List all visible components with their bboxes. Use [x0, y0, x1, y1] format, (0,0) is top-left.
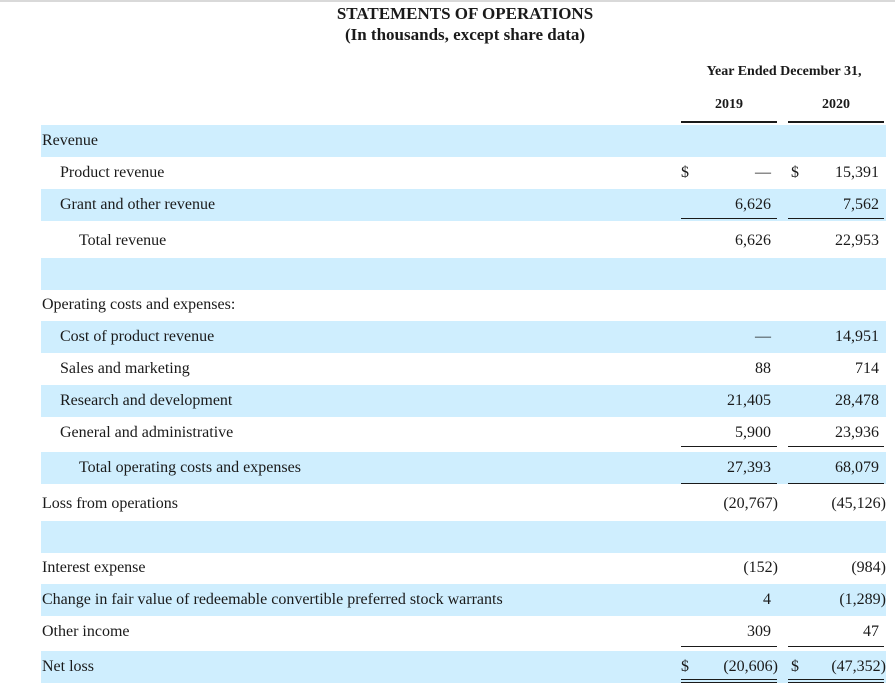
row-grant-revenue: Grant and other revenue 6,626 7,562	[41, 189, 886, 221]
value-2019: —	[755, 164, 771, 181]
subtotal-rule-2020	[788, 218, 884, 219]
row-total-operating: Total operating costs and expenses 27,39…	[41, 452, 886, 484]
value-2020: 714	[855, 360, 879, 377]
value-2019: (152)	[743, 559, 778, 576]
value-2020: 68,079	[835, 459, 879, 476]
column-rule-2019	[681, 121, 777, 123]
value-2019: 4	[763, 591, 771, 608]
row-spacer	[41, 521, 886, 553]
value-2019: 27,393	[727, 459, 771, 476]
value-2019: 6,626	[735, 232, 771, 249]
currency-symbol-2020: $	[791, 164, 799, 181]
row-loss-from-operations: Loss from operations (20,767) (45,126)	[41, 488, 886, 520]
value-2020: 22,953	[835, 232, 879, 249]
value-2020: 28,478	[835, 392, 879, 409]
row-general-administrative: General and administrative 5,900 23,936	[41, 417, 886, 449]
row-label: Cost of product revenue	[60, 328, 215, 345]
row-product-revenue: Product revenue $ — $ 15,391	[41, 157, 886, 189]
row-label: Change in fair value of redeemable conve…	[42, 591, 503, 608]
value-2019: 6,626	[735, 196, 771, 213]
column-header-2020: 2020	[822, 97, 850, 112]
row-label: Sales and marketing	[60, 360, 190, 377]
value-2020: 14,951	[835, 328, 879, 345]
currency-symbol-2019: $	[681, 658, 689, 675]
row-research-development: Research and development 21,405 28,478	[41, 385, 886, 417]
value-2020: 15,391	[835, 164, 879, 181]
value-2020: (1,289)	[839, 591, 886, 608]
value-2020: (47,352)	[831, 658, 886, 675]
column-header-2019: 2019	[715, 97, 743, 112]
row-spacer	[41, 258, 886, 290]
row-label: Interest expense	[42, 559, 146, 576]
row-label: Product revenue	[60, 164, 165, 181]
row-warrants-fair-value: Change in fair value of redeemable conve…	[41, 584, 886, 616]
row-label: Total operating costs and expenses	[79, 459, 301, 476]
row-label: Research and development	[60, 392, 233, 409]
value-2020: 7,562	[843, 196, 879, 213]
row-label: Loss from operations	[42, 495, 178, 512]
value-2019: 21,405	[727, 392, 771, 409]
value-2019: —	[755, 328, 771, 345]
value-2019: (20,606)	[723, 658, 778, 675]
subtotal-rule-2020	[788, 446, 884, 447]
row-total-revenue: Total revenue 6,626 22,953	[41, 225, 886, 257]
currency-symbol-2020: $	[791, 658, 799, 675]
row-revenue-header: Revenue	[41, 125, 886, 157]
total-rule-2020	[788, 483, 884, 484]
value-2020: (45,126)	[831, 495, 886, 512]
period-header: Year Ended December 31,	[706, 64, 862, 79]
row-label: Grant and other revenue	[60, 196, 216, 213]
top-border	[0, 0, 895, 2]
subtotal-rule-2019	[681, 646, 777, 647]
row-interest-expense: Interest expense (152) (984)	[41, 552, 886, 584]
row-label: Other income	[42, 623, 130, 640]
value-2019: 309	[747, 623, 771, 640]
column-rule-2020	[788, 121, 884, 123]
double-rule-2019	[681, 679, 777, 683]
value-2020: (984)	[851, 559, 886, 576]
currency-symbol-2019: $	[681, 164, 689, 181]
value-2019: (20,767)	[723, 495, 778, 512]
value-2020: 23,936	[835, 424, 879, 441]
row-other-income: Other income 309 47	[41, 616, 886, 648]
row-label: General and administrative	[60, 424, 234, 441]
row-operating-header: Operating costs and expenses:	[41, 289, 886, 321]
value-2019: 88	[755, 360, 771, 377]
statement-subtitle: (In thousands, except share data)	[344, 25, 586, 44]
row-label: Revenue	[42, 132, 98, 149]
subtotal-rule-2019	[681, 218, 777, 219]
statement-title: STATEMENTS OF OPERATIONS	[336, 4, 594, 23]
row-cost-product-revenue: Cost of product revenue — 14,951	[41, 321, 886, 353]
row-sales-marketing: Sales and marketing 88 714	[41, 353, 886, 385]
subtotal-rule-2020	[788, 646, 884, 647]
double-rule-2020	[788, 679, 884, 683]
row-label: Total revenue	[79, 232, 167, 249]
row-label: Net loss	[42, 658, 94, 675]
row-label: Operating costs and expenses:	[42, 296, 236, 313]
value-2019: 5,900	[735, 424, 771, 441]
total-rule-2019	[681, 483, 777, 484]
subtotal-rule-2019	[681, 446, 777, 447]
row-net-loss: Net loss $ (20,606) $ (47,352)	[41, 651, 886, 683]
value-2020: 47	[863, 623, 879, 640]
